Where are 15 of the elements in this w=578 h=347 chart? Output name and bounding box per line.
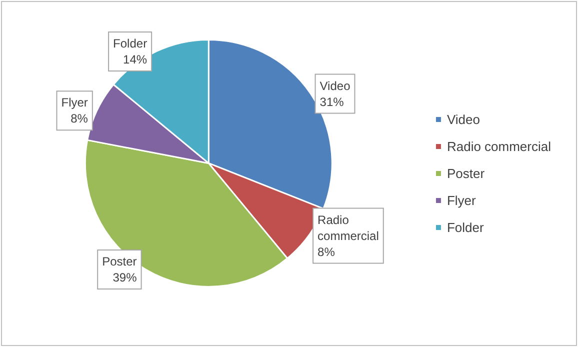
data-label: 31% — [320, 94, 344, 109]
legend-label: Poster — [446, 166, 486, 181]
legend-label: Flyer — [446, 193, 477, 208]
data-label: 14% — [123, 52, 148, 66]
data-label: 8% — [70, 112, 88, 126]
slice-label: Poster — [102, 254, 137, 268]
slice-label: Folder — [113, 36, 148, 50]
legend-label: Folder — [446, 220, 484, 235]
slice-label: Radio commercial — [318, 212, 379, 243]
data-label: 39% — [112, 270, 138, 284]
slice-label: Video — [320, 78, 351, 93]
data-label: 8% — [318, 244, 336, 259]
slice-label: Flyer — [61, 96, 88, 110]
legend-label: Radio commercial — [446, 139, 552, 154]
legend-label: Video — [446, 112, 480, 127]
